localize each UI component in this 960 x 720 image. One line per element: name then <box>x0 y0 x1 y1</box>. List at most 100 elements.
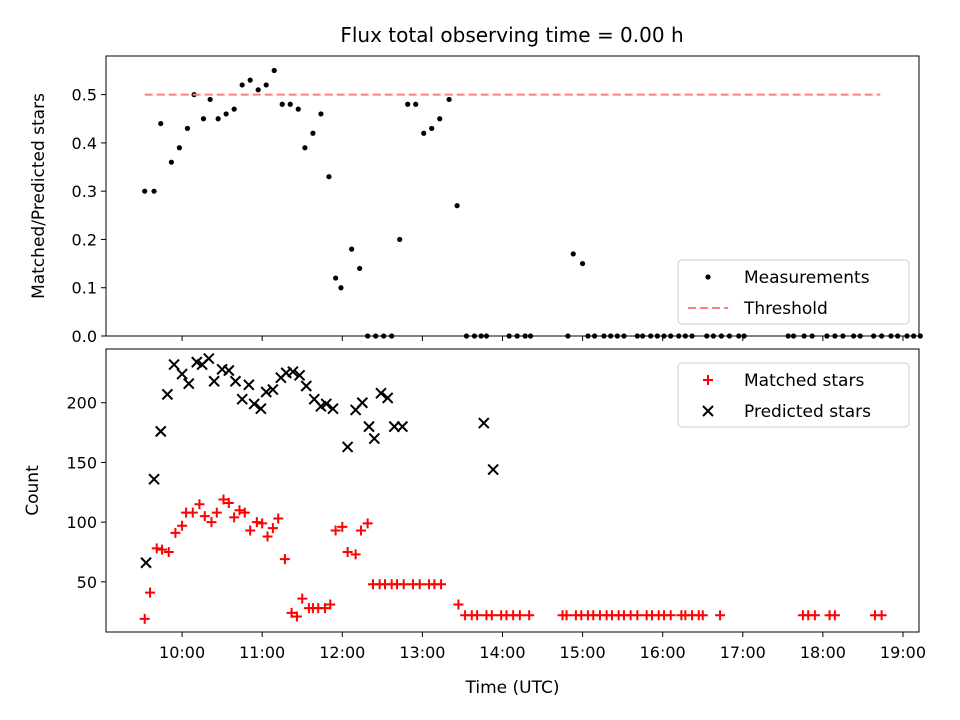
data-point <box>876 610 887 621</box>
y-tick-label: 50 <box>77 573 97 592</box>
y-tick-label: 200 <box>66 394 97 413</box>
axes-frame <box>105 348 920 633</box>
data-point <box>211 507 222 518</box>
data-point <box>293 369 306 381</box>
legend-swatch <box>702 405 714 417</box>
data-point <box>300 380 312 392</box>
data-point <box>251 517 262 528</box>
data-point <box>176 368 188 380</box>
data-point <box>194 499 205 510</box>
data-point <box>337 521 348 532</box>
data-point <box>350 549 361 560</box>
data-point <box>570 251 576 257</box>
data-point <box>368 432 381 445</box>
data-point <box>223 364 235 377</box>
data-point <box>203 352 215 365</box>
data-point <box>234 505 245 516</box>
data-point <box>291 611 302 622</box>
legend-box <box>677 362 910 428</box>
bottom-panel: 10:00 11:00 12:00 13:00 14:00 15:00 16:00 17:00… <box>23 348 926 698</box>
data-point <box>208 375 220 387</box>
data-point <box>157 544 168 555</box>
data-point <box>486 610 497 621</box>
data-point <box>206 517 217 528</box>
data-point <box>342 546 353 557</box>
data-point <box>446 96 452 103</box>
data-point <box>263 82 269 88</box>
data-point <box>338 285 344 291</box>
data-point <box>239 507 250 518</box>
data-point <box>414 579 425 590</box>
y-tick-label: 0.1 <box>72 279 97 298</box>
data-point <box>155 425 167 438</box>
data-point <box>255 87 261 93</box>
y-axis-label: Count <box>23 465 43 516</box>
data-point <box>809 610 820 621</box>
data-point <box>223 498 234 509</box>
data-point <box>199 511 210 522</box>
data-point <box>487 463 499 476</box>
data-point <box>245 525 256 536</box>
data-point <box>170 527 181 538</box>
data-point <box>257 518 268 529</box>
legend-label: Predicted stars <box>744 402 871 422</box>
data-point <box>187 507 198 518</box>
data-point <box>140 557 152 569</box>
data-point <box>161 388 174 401</box>
data-point <box>286 607 297 618</box>
legend-box <box>677 259 910 325</box>
data-point <box>139 613 150 624</box>
y-tick-label: 100 <box>66 513 97 532</box>
data-point <box>405 101 411 107</box>
data-point <box>279 554 290 565</box>
data-point <box>248 398 260 410</box>
x-axis-label: Time (UTC) <box>465 678 560 698</box>
data-point <box>356 397 369 409</box>
data-point <box>421 130 427 136</box>
data-point <box>247 77 253 83</box>
data-point <box>231 106 237 112</box>
data-point <box>255 402 267 415</box>
data-point <box>333 275 339 281</box>
legend: Matched stars Predicted stars <box>677 362 910 428</box>
data-point <box>413 101 419 107</box>
data-point <box>429 125 435 132</box>
legend: Measurements Threshold <box>677 259 910 325</box>
data-point <box>381 392 394 404</box>
x-tick-label: 13:00 <box>399 643 445 662</box>
axes-frame <box>105 55 920 337</box>
data-point <box>267 383 279 396</box>
data-point <box>262 531 273 542</box>
data-point <box>302 145 308 151</box>
data-point <box>436 579 447 590</box>
y-tick-label: 0.4 <box>72 134 97 153</box>
data-point <box>168 358 180 371</box>
data-point <box>357 265 363 272</box>
x-tick-label: 12:00 <box>319 643 365 662</box>
top-panel: 0.0 0.1 0.2 0.3 0.4 0.5 Matched/Predicted star… <box>29 55 923 346</box>
data-point <box>453 599 464 610</box>
data-point <box>207 96 213 103</box>
data-point <box>454 203 460 209</box>
data-point <box>349 246 355 252</box>
x-tick-label: 18:00 <box>800 643 846 662</box>
data-point <box>341 441 354 453</box>
data-point <box>632 610 643 621</box>
data-point <box>398 579 409 590</box>
x-tick-label: 16:00 <box>640 643 686 662</box>
data-point <box>183 377 195 390</box>
x-tick-label: 17:00 <box>720 643 766 662</box>
data-point <box>829 610 840 621</box>
data-point <box>472 610 483 621</box>
data-point <box>267 523 278 534</box>
data-point <box>320 398 332 410</box>
x-tick-label: 15:00 <box>560 643 606 662</box>
y-tick-label: 150 <box>66 453 97 472</box>
data-point <box>362 518 373 529</box>
x-tick-label: 19:00 <box>880 643 926 662</box>
data-point <box>715 610 726 621</box>
data-point <box>327 402 339 415</box>
data-point <box>229 512 240 523</box>
data-point <box>524 610 535 621</box>
